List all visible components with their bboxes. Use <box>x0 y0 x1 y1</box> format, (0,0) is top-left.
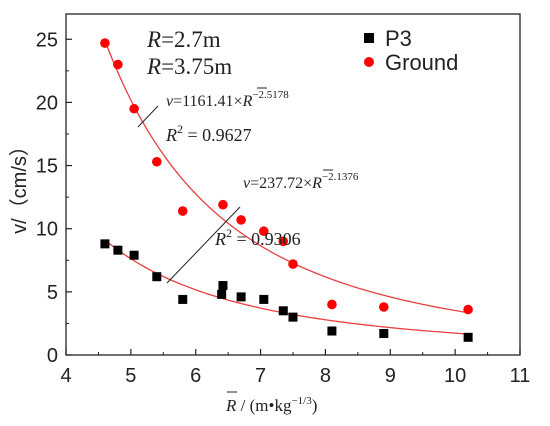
x-tick-label-5: 9 <box>385 365 396 387</box>
r2-p3-value: = 0.9306 <box>232 229 301 249</box>
point-p3-3 <box>152 272 162 282</box>
y-axis-label: v/（cm/s） <box>8 136 31 234</box>
x-tick-label-4: 8 <box>320 365 331 387</box>
point-ground-6 <box>236 215 246 225</box>
x-axis-label: R / (m•kg−1/3) <box>225 395 317 415</box>
equation-p3-exponent: −2.1376 <box>322 171 359 183</box>
equation-p3-coef: =237.72× <box>250 175 312 192</box>
r2-p3-lhs: R <box>214 229 226 249</box>
point-p3-8 <box>259 294 269 304</box>
legend-label-ground: Ground <box>385 50 458 75</box>
y-tick-label-0: 0 <box>47 345 58 367</box>
legend: P3 Ground <box>364 26 458 75</box>
annotation-r-ground: R=3.75m <box>146 54 232 79</box>
equation-ground-coef: =1161.41× <box>173 93 242 110</box>
legend-label-p3: P3 <box>385 26 412 51</box>
equation-ground-exponent: −2.5178 <box>252 89 289 101</box>
equation-p3: v=237.72×R−2.1376 <box>243 171 359 192</box>
point-ground-9 <box>288 259 298 269</box>
x-tick-label-3: 7 <box>255 365 266 387</box>
pointer-ground <box>137 105 159 128</box>
x-axis-label-close: ) <box>312 396 318 415</box>
pointer-p3 <box>166 206 241 284</box>
x-tick-label-2: 6 <box>190 365 201 387</box>
x-axis-label-exponent: −1/3 <box>291 395 312 407</box>
x-tick-label-6: 10 <box>444 365 466 387</box>
legend-marker-p3 <box>364 33 374 43</box>
equation-ground: v=1161.41×R−2.5178 <box>166 89 289 110</box>
x-axis-label-units: / (m•kg <box>236 396 292 415</box>
x-axis-label-symbol: R <box>225 396 237 415</box>
point-p3-11 <box>327 326 337 336</box>
y-tick-label-2: 10 <box>36 219 58 241</box>
data-points <box>100 38 473 342</box>
y-tick-label-5: 25 <box>36 29 58 51</box>
fit-curve-p3 <box>104 239 469 335</box>
r2-ground-value: = 0.9627 <box>183 125 252 145</box>
point-p3-13 <box>463 332 473 342</box>
ticks: 4 5 6 7 8 9 10 11 0 5 10 15 20 25 <box>36 29 531 387</box>
x-tick-label-0: 4 <box>60 365 71 387</box>
point-p3-6 <box>218 281 228 291</box>
r2-ground: R2 = 0.9627 <box>165 122 252 145</box>
point-ground-2 <box>129 103 139 114</box>
annotation-r-ground-symbol: R <box>146 54 161 79</box>
point-ground-11 <box>379 302 389 312</box>
point-ground-5 <box>218 199 228 210</box>
point-p3-0 <box>100 239 110 249</box>
point-p3-10 <box>288 312 298 322</box>
r2-ground-exp: 2 <box>177 122 183 136</box>
annotation-r-p3-symbol: R <box>146 27 161 52</box>
annotation-r-ground-value: =3.75m <box>161 54 232 79</box>
point-ground-8 <box>278 236 289 247</box>
annotation-r-p3-value: =2.7m <box>161 27 221 52</box>
point-p3-4 <box>178 294 188 304</box>
point-p3-7 <box>236 292 246 302</box>
y-tick-label-1: 5 <box>47 282 58 304</box>
point-p3-12 <box>379 329 389 339</box>
point-p3-1 <box>113 245 123 255</box>
y-tick-label-4: 20 <box>36 92 58 114</box>
point-p3-2 <box>129 250 139 260</box>
equation-ground-lhs: v <box>166 93 174 110</box>
y-tick-label-3: 15 <box>36 156 58 178</box>
r2-p3-exp: 2 <box>226 226 232 240</box>
fit-curve-ground <box>104 40 469 314</box>
equation-ground-base: R <box>242 93 253 110</box>
x-tick-label-7: 11 <box>510 365 531 387</box>
point-ground-4 <box>177 206 188 216</box>
equation-p3-lhs: v <box>243 175 251 192</box>
point-ground-1 <box>113 59 123 70</box>
point-ground-12 <box>463 304 473 315</box>
equation-p3-base: R <box>311 175 322 192</box>
point-p3-9 <box>278 306 288 316</box>
point-ground-0 <box>100 38 110 48</box>
legend-marker-ground <box>364 57 374 67</box>
r2-p3: R2 = 0.9306 <box>214 226 301 249</box>
x-tick-label-1: 5 <box>125 365 136 387</box>
point-p3-5 <box>217 289 227 299</box>
r2-ground-lhs: R <box>165 125 177 145</box>
point-ground-10 <box>327 299 337 310</box>
annotation-r-p3: R=2.7m <box>146 27 221 52</box>
point-ground-7 <box>259 226 269 237</box>
point-ground-3 <box>152 156 162 167</box>
